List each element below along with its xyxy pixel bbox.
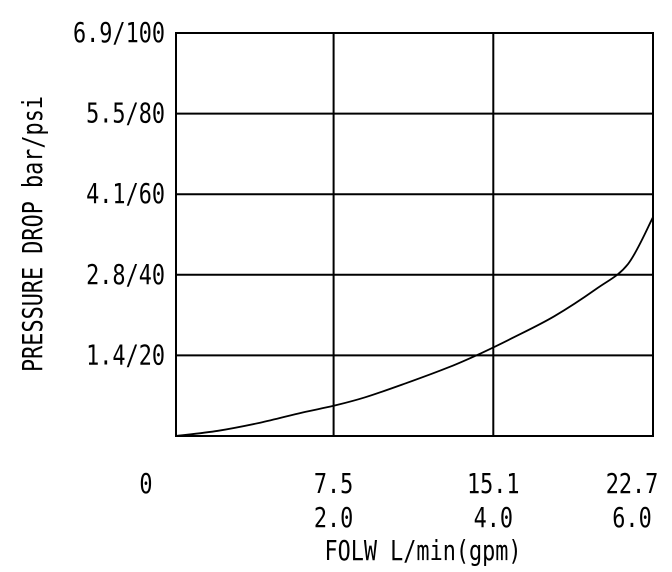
y-tick-labels: 1.4/20 2.8/40 4.1/60 5.5/80 6.9/100	[73, 16, 165, 371]
y-tick-label: 1.4/20	[86, 339, 165, 371]
y-axis-title: PRESSURE DROP bar/psi	[16, 96, 48, 372]
grid	[176, 32, 653, 436]
series-curve	[175, 216, 654, 437]
x-tick-label-primary: 15.1	[467, 467, 520, 499]
x-tick-label-secondary: 6.0	[612, 501, 651, 533]
x-axis-title: FOLW L/min(gpm)	[324, 534, 521, 566]
x-tick-label-secondary: 4.0	[474, 501, 513, 533]
x-tick-label-secondary: 2.0	[314, 501, 353, 533]
y-tick-label: 4.1/60	[86, 178, 165, 210]
x-tick-label-primary: 0	[139, 467, 152, 499]
y-tick-label: 5.5/80	[86, 97, 165, 129]
y-tick-label: 6.9/100	[73, 16, 165, 48]
x-tick-label-primary: 22.7	[606, 467, 659, 499]
plot-frame	[175, 32, 654, 437]
x-tick-labels: 0 7.52.0 15.14.0 22.76.0	[139, 467, 658, 533]
x-tick-label-primary: 7.5	[314, 467, 353, 499]
y-tick-label: 2.8/40	[86, 258, 165, 290]
